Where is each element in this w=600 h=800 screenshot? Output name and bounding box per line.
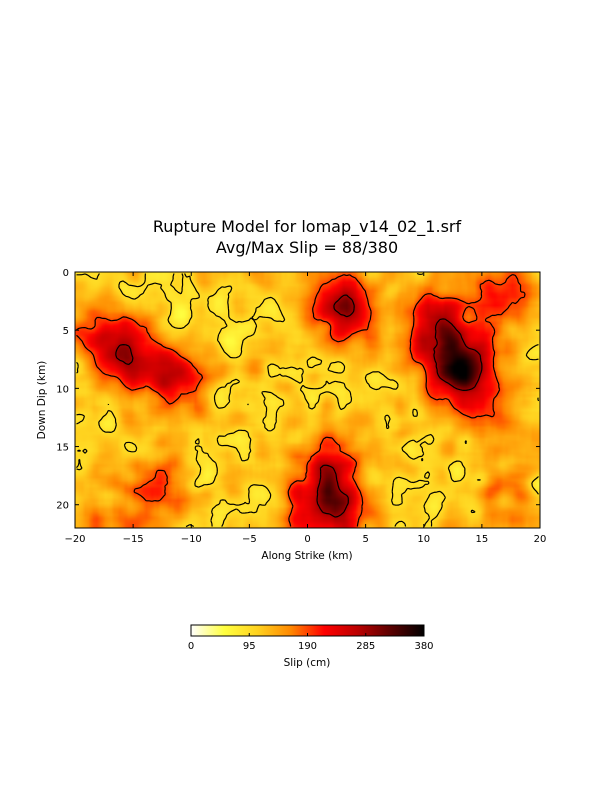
x-axis-ticks: −20 −15 −10 −5 0 5 10 15 20	[64, 272, 546, 545]
x-tick-label: 0	[304, 534, 310, 545]
y-tick-label: 15	[56, 443, 69, 454]
y-tick-label: 20	[56, 501, 69, 512]
colorbar-tick-label: 95	[243, 641, 256, 652]
contour-95	[76, 272, 540, 528]
colorbar-ticks: 0 95 190 285 380	[188, 633, 434, 652]
x-tick-label: 5	[362, 534, 368, 545]
chart-subtitle: Avg/Max Slip = 88/380	[216, 238, 398, 257]
x-axis-label: Along Strike (km)	[261, 550, 352, 562]
colorbar-label: Slip (cm)	[284, 657, 331, 669]
x-tick-label: 15	[476, 534, 489, 545]
colorbar-tick-label: 285	[356, 641, 375, 652]
x-tick-label: 20	[534, 534, 547, 545]
x-tick-label: 10	[417, 534, 430, 545]
x-tick-label: −15	[123, 534, 144, 545]
contour-285	[115, 294, 483, 518]
y-tick-label: 5	[63, 326, 69, 337]
chart-title: Rupture Model for lomap_v14_02_1.srf	[153, 217, 462, 237]
y-tick-label: 10	[56, 384, 69, 395]
x-tick-label: −20	[64, 534, 85, 545]
y-axis-ticks: 0 5 10 15 20	[56, 268, 540, 512]
x-tick-label: −5	[242, 534, 257, 545]
slip-heatmap	[74, 271, 541, 529]
y-tick-label: 0	[63, 268, 69, 279]
colorbar-tick-label: 190	[298, 641, 317, 652]
colorbar: 0 95 190 285 380 Slip (cm)	[188, 624, 434, 669]
slip-raster	[75, 272, 540, 528]
colorbar-tick-label: 0	[188, 641, 194, 652]
colorbar-tick-label: 380	[414, 641, 433, 652]
slip-contours	[76, 272, 540, 528]
x-tick-label: −10	[181, 534, 202, 545]
y-axis-label: Down Dip (km)	[36, 361, 48, 440]
contour-190	[76, 274, 526, 527]
